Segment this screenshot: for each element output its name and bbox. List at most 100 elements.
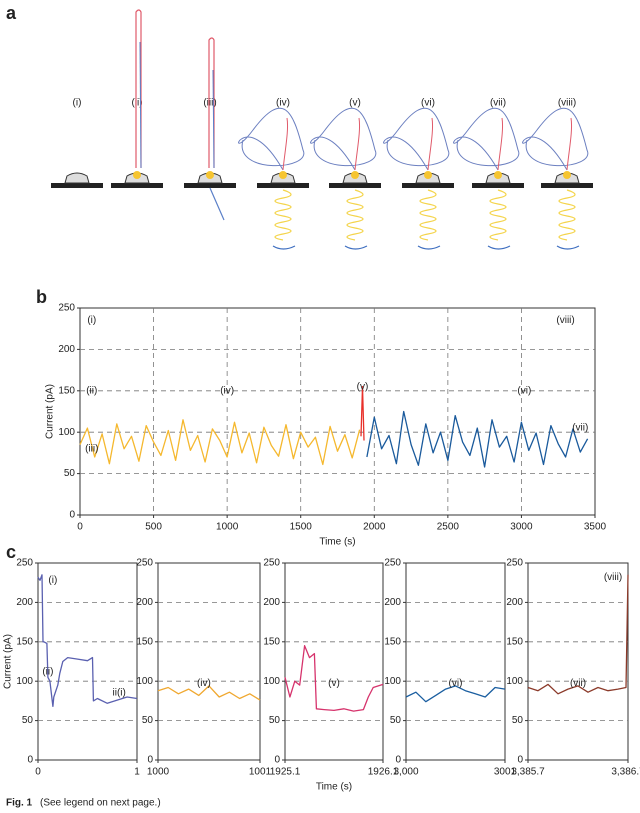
- annotation: (vi): [517, 385, 531, 396]
- annotation: (ii): [86, 385, 97, 396]
- trace: [366, 410, 589, 468]
- y-tick-label: 0: [147, 755, 153, 766]
- y-tick-label: 50: [142, 715, 154, 726]
- stage-label: (i): [73, 98, 82, 109]
- y-tick-label: 200: [263, 597, 280, 608]
- annotation: (ii): [42, 666, 53, 677]
- x-axis-label: Time (s): [316, 782, 352, 793]
- y-tick-label: 200: [58, 344, 75, 355]
- y-tick-label: 150: [16, 636, 33, 647]
- annotation: (viii): [604, 572, 622, 583]
- annotation: (viii): [556, 315, 574, 326]
- membrane: [472, 183, 524, 188]
- strand-red: [208, 37, 215, 168]
- coil-tail: [417, 245, 441, 250]
- strand-up: [310, 107, 377, 171]
- y-tick-label: 0: [27, 755, 33, 766]
- membrane: [184, 183, 236, 188]
- motor: [133, 171, 141, 179]
- y-axis-label: Current (pA): [45, 384, 56, 439]
- x-tick-label: 1000: [216, 522, 239, 533]
- stage-label: (viii): [558, 98, 576, 109]
- y-tick-label: 0: [517, 755, 523, 766]
- membrane: [541, 183, 593, 188]
- annotation: (vii): [572, 423, 588, 434]
- plot-frame: [157, 562, 261, 761]
- y-tick-label: 200: [136, 597, 153, 608]
- x-tick-label: 3,386.7: [611, 767, 640, 778]
- y-tick-label: 100: [16, 676, 33, 687]
- strand-red-up: [566, 117, 572, 171]
- annotation: (i): [48, 575, 57, 586]
- strand-red-up: [354, 117, 360, 171]
- panel-label: a: [6, 3, 17, 23]
- membrane: [257, 183, 309, 188]
- plot-frame: [527, 562, 629, 761]
- y-tick-label: 50: [512, 715, 524, 726]
- stage-label: (vii): [490, 98, 506, 109]
- annotation: (i): [87, 315, 96, 326]
- y-axis-label: Current (pA): [3, 634, 14, 689]
- membrane: [51, 183, 103, 188]
- trace: [360, 386, 365, 441]
- strand-up: [238, 107, 305, 171]
- coil-tail: [487, 245, 511, 250]
- x-tick-label: 1926.1: [368, 767, 399, 778]
- motor: [424, 171, 432, 179]
- y-tick-label: 200: [16, 597, 33, 608]
- y-tick-label: 100: [136, 676, 153, 687]
- membrane: [329, 183, 381, 188]
- strand-up: [453, 107, 520, 171]
- y-tick-label: 50: [269, 715, 281, 726]
- coil: [419, 189, 437, 241]
- trace: [37, 574, 138, 708]
- x-tick-label: 1000: [147, 767, 170, 778]
- motor: [563, 171, 571, 179]
- x-tick-label: 1925.1: [270, 767, 301, 778]
- motor: [494, 171, 502, 179]
- motor: [351, 171, 359, 179]
- x-tick-label: 3001: [494, 767, 517, 778]
- x-tick-label: 3,385.7: [511, 767, 545, 778]
- membrane: [402, 183, 454, 188]
- motor: [279, 171, 287, 179]
- strand-red-up: [282, 117, 288, 171]
- y-tick-label: 250: [384, 558, 401, 569]
- x-tick-label: 1: [134, 767, 140, 778]
- annotation: (iv): [220, 385, 234, 396]
- annotation: ii(i): [113, 688, 126, 699]
- x-tick-label: 3,000: [393, 767, 418, 778]
- annotation: (iv): [197, 678, 211, 689]
- y-tick-label: 250: [263, 558, 280, 569]
- x-tick-label: 1001: [249, 767, 272, 778]
- strand-up: [383, 107, 450, 171]
- y-tick-label: 0: [395, 755, 401, 766]
- stage-label: (iii): [203, 98, 216, 109]
- y-tick-label: 50: [22, 715, 34, 726]
- y-tick-label: 100: [263, 676, 280, 687]
- y-tick-label: 0: [69, 510, 75, 521]
- panel-label: b: [36, 287, 47, 307]
- y-tick-label: 150: [58, 385, 75, 396]
- membrane: [111, 183, 163, 188]
- coil: [558, 189, 576, 241]
- y-tick-label: 250: [506, 558, 523, 569]
- y-tick-label: 250: [16, 558, 33, 569]
- coil-tail: [556, 245, 580, 250]
- x-tick-label: 1500: [290, 522, 313, 533]
- caption-text: (See legend on next page.): [40, 798, 161, 809]
- coil: [346, 189, 364, 241]
- y-tick-label: 200: [506, 597, 523, 608]
- y-tick-label: 150: [384, 636, 401, 647]
- x-tick-label: 2000: [363, 522, 386, 533]
- plot-frame: [284, 562, 384, 761]
- strand-tail: [209, 187, 225, 221]
- plot-frame: [79, 307, 596, 516]
- x-tick-label: 3000: [510, 522, 533, 533]
- x-tick-label: 0: [35, 767, 41, 778]
- annotation: (v): [328, 678, 340, 689]
- y-tick-label: 50: [390, 715, 402, 726]
- y-tick-label: 150: [263, 636, 280, 647]
- coil: [274, 189, 292, 241]
